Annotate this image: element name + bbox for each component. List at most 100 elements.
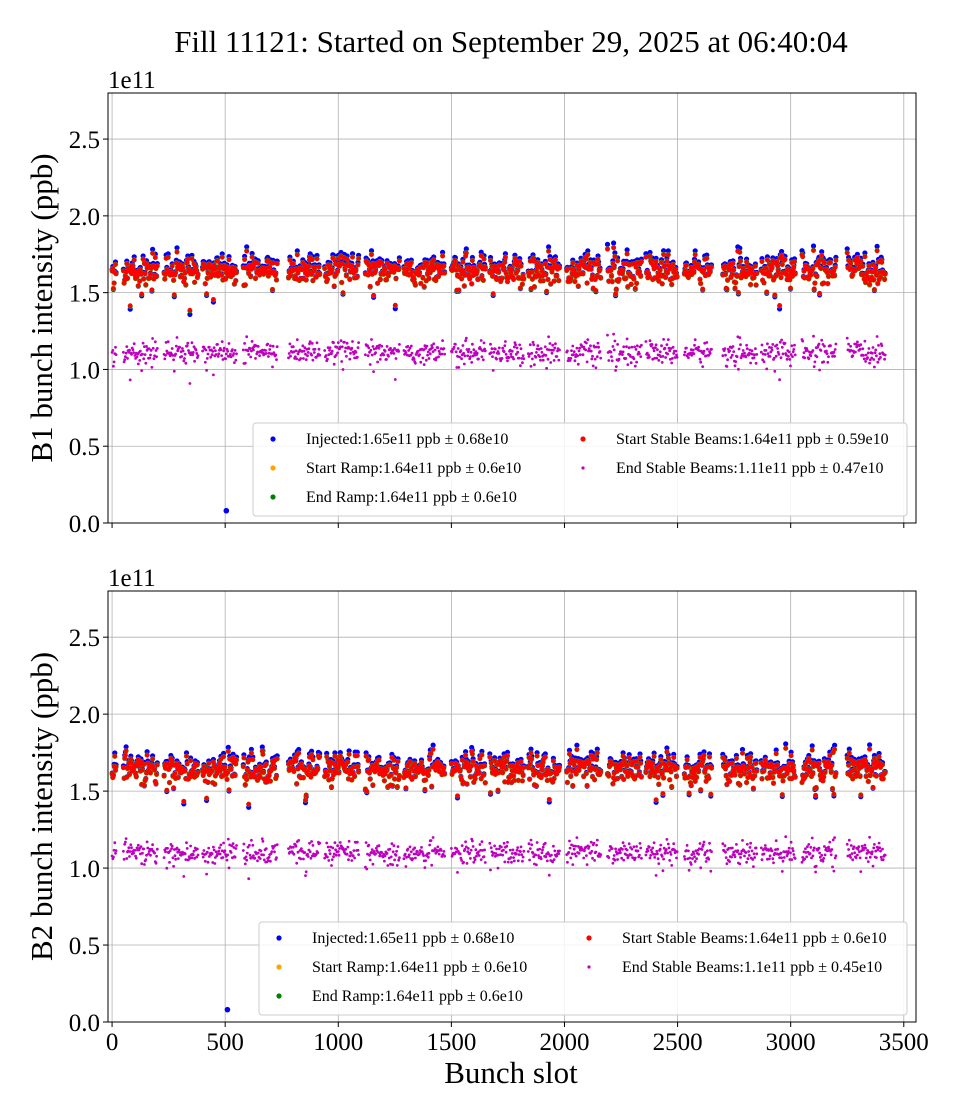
data-point xyxy=(735,355,739,359)
data-point xyxy=(655,356,659,360)
data-point xyxy=(554,274,559,279)
data-point xyxy=(772,292,777,297)
data-point xyxy=(686,275,691,280)
data-point xyxy=(483,266,488,272)
data-point xyxy=(482,341,486,345)
data-point xyxy=(734,274,740,279)
data-point xyxy=(753,282,759,287)
data-point xyxy=(135,355,139,359)
data-point xyxy=(597,267,603,273)
y-tick-label: 1.5 xyxy=(69,281,100,308)
data-point xyxy=(633,286,638,291)
data-point xyxy=(791,350,795,354)
data-point xyxy=(514,263,520,268)
data-point xyxy=(806,276,811,281)
data-point xyxy=(383,349,387,353)
data-point xyxy=(252,348,255,352)
data-point xyxy=(737,367,740,371)
data-point xyxy=(550,351,554,355)
data-point xyxy=(811,349,815,352)
data-point xyxy=(132,342,136,346)
data-point xyxy=(226,349,230,353)
data-point xyxy=(249,355,253,359)
data-point xyxy=(302,349,306,353)
data-point xyxy=(462,283,467,288)
data-point xyxy=(185,257,190,262)
legend-marker xyxy=(581,466,585,470)
data-point xyxy=(875,281,880,286)
data-point xyxy=(883,357,886,361)
data-point xyxy=(730,272,735,277)
data-point xyxy=(556,278,561,283)
data-point xyxy=(271,344,275,348)
data-point xyxy=(546,357,550,361)
data-point xyxy=(568,276,573,281)
data-point xyxy=(162,276,167,282)
data-point xyxy=(442,270,447,276)
data-point xyxy=(354,350,358,354)
data-point xyxy=(517,259,522,264)
data-point xyxy=(460,260,466,265)
data-point xyxy=(692,352,696,356)
data-point xyxy=(180,267,186,272)
data-point xyxy=(140,369,144,372)
data-point xyxy=(304,358,308,361)
data-point xyxy=(755,353,759,356)
data-point xyxy=(879,260,884,265)
data-point xyxy=(613,291,618,296)
data-point xyxy=(793,271,798,277)
data-point xyxy=(314,256,320,262)
data-point xyxy=(475,351,479,355)
data-point xyxy=(477,357,480,361)
data-point xyxy=(585,248,591,254)
data-point xyxy=(666,352,669,356)
data-point xyxy=(763,353,767,356)
data-point xyxy=(173,270,178,276)
data-point xyxy=(584,257,589,262)
data-point xyxy=(491,291,496,296)
data-point xyxy=(412,357,416,361)
data-point xyxy=(545,366,548,370)
data-point xyxy=(815,355,819,359)
data-point xyxy=(634,348,638,351)
data-point xyxy=(418,353,421,356)
data-point xyxy=(790,344,794,348)
data-point xyxy=(666,252,671,258)
data-point xyxy=(138,267,143,272)
data-point xyxy=(774,354,778,358)
data-point xyxy=(326,357,329,361)
data-point xyxy=(813,360,817,364)
data-point xyxy=(625,337,629,341)
data-point xyxy=(210,353,214,357)
data-point xyxy=(311,358,315,362)
data-point xyxy=(674,349,678,353)
data-point xyxy=(630,345,634,349)
data-point xyxy=(822,360,826,364)
data-point xyxy=(833,348,837,351)
data-point xyxy=(616,277,622,282)
data-point xyxy=(111,349,115,352)
data-point xyxy=(544,288,549,294)
data-point xyxy=(323,349,327,352)
data-point xyxy=(164,353,167,357)
data-point xyxy=(391,270,397,275)
data-point xyxy=(780,345,784,349)
data-point xyxy=(848,261,853,266)
data-point xyxy=(125,276,130,281)
data-point xyxy=(371,292,376,298)
data-point xyxy=(665,270,670,276)
data-point xyxy=(502,260,507,265)
data-point xyxy=(704,256,709,261)
data-point xyxy=(124,261,129,266)
data-point xyxy=(443,352,446,356)
data-point xyxy=(531,259,536,264)
data-point xyxy=(593,357,597,361)
data-point xyxy=(174,245,180,251)
data-point xyxy=(640,343,643,347)
data-point xyxy=(330,349,334,353)
data-point xyxy=(243,282,248,287)
data-point xyxy=(214,349,217,353)
data-point xyxy=(863,339,867,343)
data-point xyxy=(441,263,447,269)
data-point xyxy=(128,378,132,382)
